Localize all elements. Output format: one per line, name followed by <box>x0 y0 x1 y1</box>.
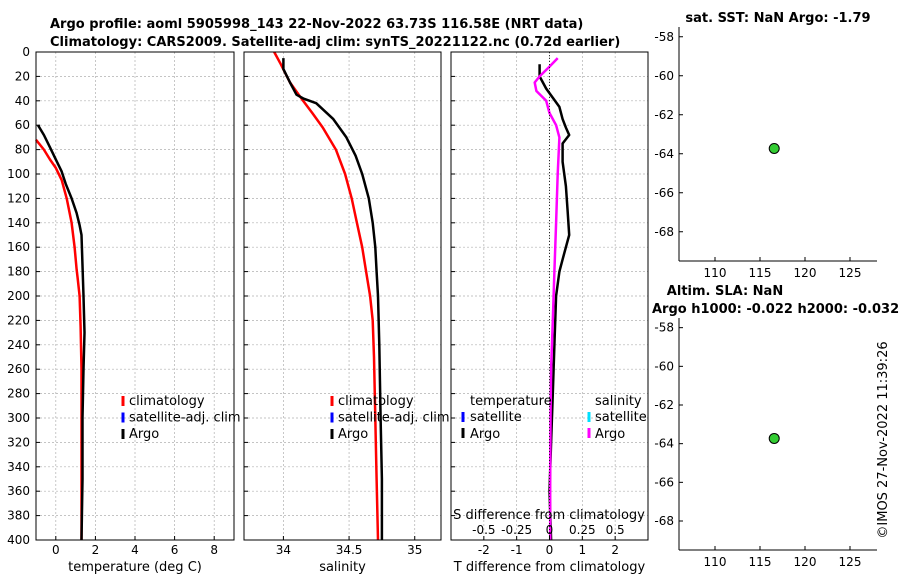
x-tick-label: 1 <box>579 543 587 557</box>
y-tick-label: 340 <box>7 460 30 474</box>
argo-position-marker <box>768 142 780 154</box>
legend-label: Argo <box>595 427 625 442</box>
y-tick-label: 200 <box>7 289 30 303</box>
series-line-salinity-1 <box>282 58 384 540</box>
map-y-tick-label: -62 <box>654 398 674 412</box>
y-tick-label: 400 <box>7 533 30 547</box>
map-y-tick-label: -66 <box>654 186 674 200</box>
y-tick-label: 160 <box>7 240 30 254</box>
map-y-tick-label: -64 <box>654 437 674 451</box>
argo-position-marker <box>768 432 780 444</box>
x-tick-label: 34 <box>276 543 291 557</box>
x-tick-label: 6 <box>171 543 179 557</box>
y-tick-label: 320 <box>7 435 30 449</box>
legend-label: Argo <box>129 427 159 442</box>
legend-label: satellite <box>470 410 522 425</box>
y-tick-label: 240 <box>7 338 30 352</box>
x-axis-label-temperature: temperature (deg C) <box>68 560 202 575</box>
x-tick-label: 2 <box>92 543 100 557</box>
legend-title-temperature: temperature <box>470 394 552 409</box>
map-x-tick-label: 125 <box>839 555 862 569</box>
legend-label: satellite-adj. clim <box>338 411 450 426</box>
y-tick-label: 80 <box>15 143 30 157</box>
map-title-sla: Altim. SLA: NaN <box>667 284 783 299</box>
legend-label: climatology <box>338 394 414 409</box>
series-line-difference-0 <box>538 64 571 541</box>
header-title-line1: Argo profile: aoml 5905998_143 22-Nov-20… <box>50 17 583 32</box>
legend-label: climatology <box>129 394 205 409</box>
secondary-axis-label: S difference from climatology <box>453 508 645 523</box>
y-tick-label: 60 <box>15 118 30 132</box>
y-tick-label: 120 <box>7 191 30 205</box>
y-tick-label: 180 <box>7 265 30 279</box>
series-line-temperature-1 <box>36 124 86 541</box>
legend-label: Argo <box>470 427 500 442</box>
map-y-tick-label: -66 <box>654 475 674 489</box>
map-y-tick-label: -68 <box>654 225 674 239</box>
legend-label: satellite-adj. clim <box>129 411 241 426</box>
x-tick-label: 35 <box>407 543 422 557</box>
y-tick-label: 300 <box>7 411 30 425</box>
map-x-tick-label: 120 <box>794 555 817 569</box>
map-x-tick-label: 110 <box>704 555 727 569</box>
x-tick-label: -1 <box>511 543 523 557</box>
x-tick-label: -2 <box>478 543 490 557</box>
map-x-tick-label: 125 <box>839 266 862 280</box>
map-y-tick-label: -58 <box>654 30 674 44</box>
y-tick-label: 40 <box>15 94 30 108</box>
x-axis-label-difference: T difference from climatology <box>453 560 646 575</box>
x-tick-label: 8 <box>210 543 218 557</box>
map-x-tick-label: 115 <box>749 266 772 280</box>
x-tick-label: 2 <box>611 543 619 557</box>
series-line-temperature-0 <box>35 139 83 540</box>
map-x-tick-label: 110 <box>704 266 727 280</box>
legend-label: satellite <box>595 410 647 425</box>
secondary-tick-label: 0.25 <box>569 523 596 537</box>
series-line-difference-1 <box>533 57 561 540</box>
imos-timestamp: ©IMOS 27-Nov-2022 11:39:26 <box>876 341 891 538</box>
secondary-tick-label: -0.5 <box>472 523 495 537</box>
map-title-height: Argo h1000: -0.022 h2000: -0.032 <box>652 302 899 317</box>
map-y-tick-label: -62 <box>654 108 674 122</box>
map-y-tick-label: -58 <box>654 321 674 335</box>
legend-label: Argo <box>338 427 368 442</box>
secondary-tick-label: -0.25 <box>501 523 532 537</box>
map-y-tick-label: -64 <box>654 147 674 161</box>
y-tick-label: 360 <box>7 484 30 498</box>
secondary-tick-label: 0.5 <box>606 523 625 537</box>
x-axis-label-salinity: salinity <box>319 560 366 575</box>
y-tick-label: 220 <box>7 313 30 327</box>
x-tick-label: 4 <box>131 543 139 557</box>
legend-title-salinity: salinity <box>595 394 642 409</box>
x-tick-label: 0 <box>52 543 60 557</box>
map-title-sst: sat. SST: NaN Argo: -1.79 <box>685 11 870 26</box>
header-title-line2: Climatology: CARS2009. Satellite-adj cli… <box>50 35 620 50</box>
y-tick-label: 0 <box>22 45 30 59</box>
y-tick-label: 140 <box>7 216 30 230</box>
secondary-tick-label: 0 <box>546 523 554 537</box>
y-tick-label: 380 <box>7 509 30 523</box>
map-x-tick-label: 115 <box>749 555 772 569</box>
x-tick-label: 0 <box>546 543 554 557</box>
y-tick-label: 260 <box>7 362 30 376</box>
x-tick-label: 34.5 <box>336 543 363 557</box>
map-x-tick-label: 120 <box>794 266 817 280</box>
map-y-tick-label: -60 <box>654 359 674 373</box>
map-y-tick-label: -68 <box>654 514 674 528</box>
y-tick-label: 280 <box>7 387 30 401</box>
y-tick-label: 100 <box>7 167 30 181</box>
y-tick-label: 20 <box>15 69 30 83</box>
map-y-tick-label: -60 <box>654 69 674 83</box>
